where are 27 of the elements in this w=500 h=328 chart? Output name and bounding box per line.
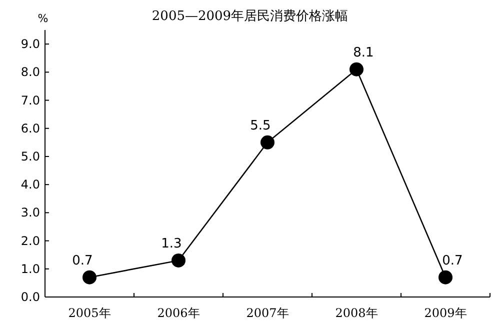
point bbox=[172, 253, 186, 268]
x-tick-label: 2006年 bbox=[157, 306, 200, 320]
x-tick-label: 2009年 bbox=[424, 306, 467, 320]
data-label: 0.7 bbox=[72, 253, 93, 268]
y-tick-label: 2.0 bbox=[20, 234, 40, 248]
data-label: 8.1 bbox=[353, 45, 374, 60]
point bbox=[438, 270, 452, 284]
point bbox=[260, 135, 274, 150]
data-label: 5.5 bbox=[250, 118, 271, 134]
y-axis-title: % bbox=[38, 12, 48, 25]
x-tick-label: 2008年 bbox=[335, 306, 378, 320]
data-label: 0.7 bbox=[442, 253, 463, 268]
x-tick-label: 2005年 bbox=[68, 306, 111, 320]
y-tick-label: 7.0 bbox=[20, 93, 40, 108]
y-tick-label: 3.0 bbox=[20, 206, 40, 220]
point bbox=[350, 62, 364, 76]
y-tick-label: 6.0 bbox=[20, 121, 40, 136]
chart-title: 2005—2009年居民消费价格涨幅 bbox=[152, 9, 348, 24]
x-tick-label: 2007年 bbox=[246, 306, 289, 320]
y-tick-label: 8.0 bbox=[20, 65, 40, 80]
data-label: 1.3 bbox=[161, 236, 182, 252]
y-tick-label: 9.0 bbox=[20, 37, 40, 52]
y-tick-label: 5.0 bbox=[20, 149, 40, 164]
y-tick-label: 4.0 bbox=[20, 178, 40, 192]
point bbox=[82, 270, 96, 284]
y-tick-label: 1.0 bbox=[20, 262, 40, 276]
y-tick-label: 0.0 bbox=[20, 290, 40, 304]
